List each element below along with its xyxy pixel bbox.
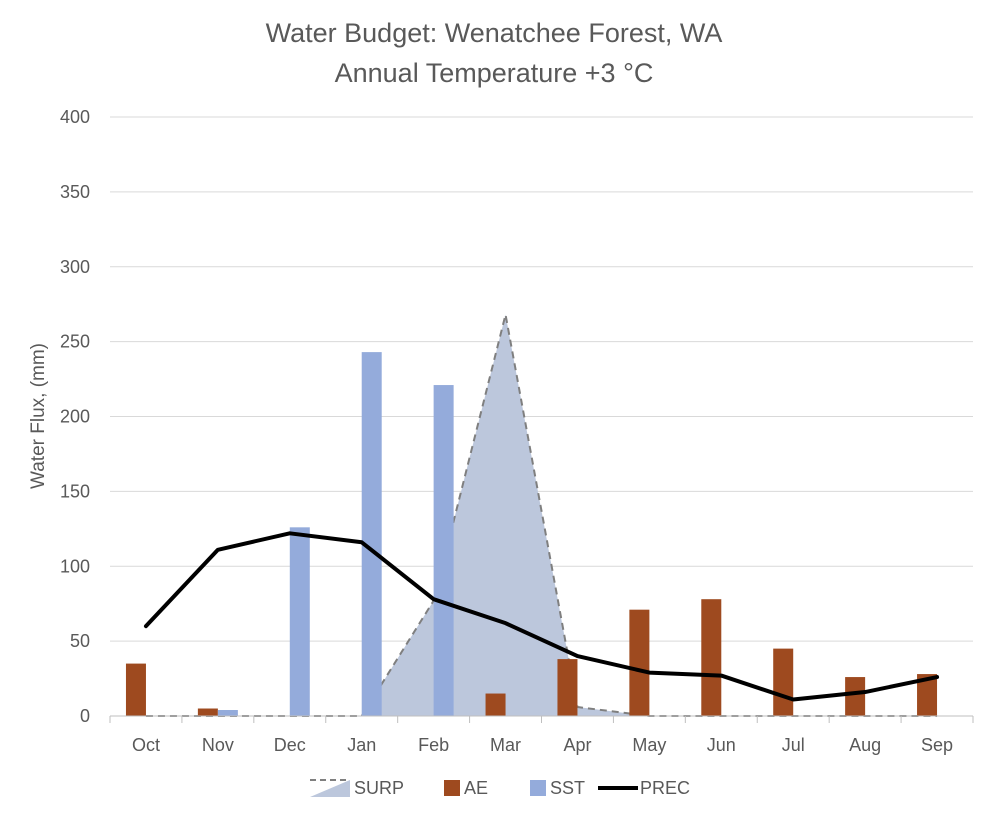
x-tick-label: Feb (418, 735, 449, 755)
legend: SURP AE SST PREC (310, 778, 690, 798)
x-tick-label: Nov (202, 735, 234, 755)
sst-bar (217, 710, 238, 716)
prec-line-series (143, 531, 940, 702)
ae-bar (701, 599, 722, 716)
y-tick-label: 350 (60, 182, 90, 202)
y-tick-label: 200 (60, 407, 90, 427)
legend-swatch-ae (444, 780, 460, 796)
x-tick-label: Sep (921, 735, 953, 755)
x-tick-label: Jan (347, 735, 376, 755)
legend-swatch-surp (310, 780, 350, 797)
chart-title: Water Budget: Wenatchee Forest, WA (266, 18, 723, 48)
prec-line (143, 531, 940, 702)
legend-label-sst: SST (550, 778, 585, 798)
y-tick-label: 400 (60, 107, 90, 127)
y-tick-label: 0 (80, 706, 90, 726)
x-tick-label: Dec (274, 735, 306, 755)
y-axis-title: Water Flux, (mm) (28, 343, 49, 489)
y-tick-label: 100 (60, 556, 90, 576)
ae-bar (197, 708, 218, 716)
ae-bar (557, 659, 578, 716)
bar-series (125, 352, 938, 716)
x-tick-label: Jul (782, 735, 805, 755)
x-tick-label: Jun (707, 735, 736, 755)
legend-label-prec: PREC (640, 778, 690, 798)
ae-bar (629, 609, 650, 716)
legend-item-surp: SURP (310, 778, 404, 798)
ae-bar (125, 663, 146, 716)
ae-bar (917, 674, 938, 716)
ae-bar (845, 677, 866, 716)
sst-bar (433, 385, 454, 716)
legend-item-sst: SST (530, 778, 585, 798)
surp-area (145, 314, 938, 716)
legend-item-ae: AE (444, 778, 488, 798)
sst-bar (361, 352, 382, 716)
sst-bar (289, 527, 310, 716)
x-tick-label: Apr (563, 735, 591, 755)
chart-subtitle: Annual Temperature +3 °C (335, 58, 654, 88)
legend-label-surp: SURP (354, 778, 404, 798)
surp-area-series (145, 314, 938, 717)
x-tick-label: May (632, 735, 666, 755)
legend-item-prec: PREC (598, 778, 690, 798)
y-tick-label: 150 (60, 481, 90, 501)
x-tick-label: Oct (132, 735, 160, 755)
x-tick-label: Mar (490, 735, 521, 755)
ae-bar (773, 648, 794, 716)
ae-bar (485, 693, 506, 716)
legend-swatch-sst (530, 780, 546, 796)
y-tick-label: 50 (70, 631, 90, 651)
legend-label-ae: AE (464, 778, 488, 798)
x-tick-label: Aug (849, 735, 881, 755)
axes: 0 50 100 150 200 250 300 350 400 Oct Nov Dec Jan Feb M… (60, 107, 974, 755)
gridlines (110, 116, 973, 642)
y-tick-label: 300 (60, 257, 90, 277)
y-tick-label: 250 (60, 332, 90, 352)
